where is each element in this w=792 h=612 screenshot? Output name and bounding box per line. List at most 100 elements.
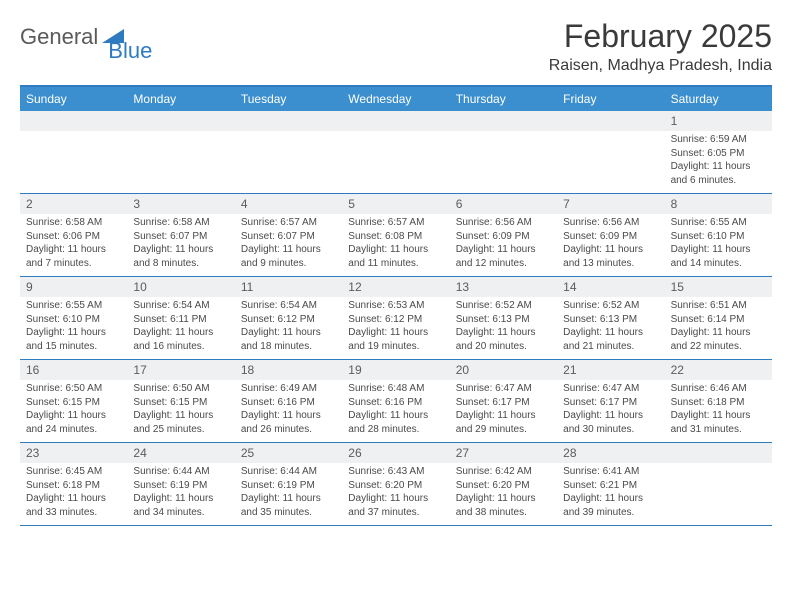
- daylight-text: Daylight: 11 hours and 26 minutes.: [241, 409, 336, 436]
- daylight-text: Daylight: 11 hours and 7 minutes.: [26, 243, 121, 270]
- daylight-text: Daylight: 11 hours and 24 minutes.: [26, 409, 121, 436]
- day-number: [127, 111, 234, 131]
- sunrise-text: Sunrise: 6:56 AM: [456, 216, 551, 230]
- day-cell: [557, 131, 664, 193]
- daynum-row: 1: [20, 111, 772, 131]
- day-cell: Sunrise: 6:57 AMSunset: 6:07 PMDaylight:…: [235, 214, 342, 276]
- daynum-row: 16171819202122: [20, 360, 772, 380]
- day-cell: [450, 131, 557, 193]
- day-cell: Sunrise: 6:47 AMSunset: 6:17 PMDaylight:…: [450, 380, 557, 442]
- sunset-text: Sunset: 6:18 PM: [671, 396, 766, 410]
- day-number: 19: [342, 360, 449, 380]
- day-number: 21: [557, 360, 664, 380]
- daylight-text: Daylight: 11 hours and 37 minutes.: [348, 492, 443, 519]
- sunrise-text: Sunrise: 6:49 AM: [241, 382, 336, 396]
- sunset-text: Sunset: 6:17 PM: [456, 396, 551, 410]
- sunrise-text: Sunrise: 6:46 AM: [671, 382, 766, 396]
- daynum-row: 9101112131415: [20, 277, 772, 297]
- day-cell: Sunrise: 6:47 AMSunset: 6:17 PMDaylight:…: [557, 380, 664, 442]
- dayname-fri: Friday: [557, 87, 664, 111]
- day-cell: Sunrise: 6:44 AMSunset: 6:19 PMDaylight:…: [235, 463, 342, 525]
- daylight-text: Daylight: 11 hours and 15 minutes.: [26, 326, 121, 353]
- day-number: [557, 111, 664, 131]
- day-number: 23: [20, 443, 127, 463]
- day-number: 7: [557, 194, 664, 214]
- day-number: 18: [235, 360, 342, 380]
- daynum-row: 2345678: [20, 194, 772, 214]
- sunset-text: Sunset: 6:08 PM: [348, 230, 443, 244]
- logo-text-blue: Blue: [108, 38, 152, 64]
- day-cell: Sunrise: 6:45 AMSunset: 6:18 PMDaylight:…: [20, 463, 127, 525]
- sunrise-text: Sunrise: 6:55 AM: [26, 299, 121, 313]
- daylight-text: Daylight: 11 hours and 30 minutes.: [563, 409, 658, 436]
- sunrise-text: Sunrise: 6:44 AM: [241, 465, 336, 479]
- title-block: February 2025 Raisen, Madhya Pradesh, In…: [549, 18, 772, 75]
- daylight-text: Daylight: 11 hours and 28 minutes.: [348, 409, 443, 436]
- day-number: 6: [450, 194, 557, 214]
- day-cell: Sunrise: 6:55 AMSunset: 6:10 PMDaylight:…: [20, 297, 127, 359]
- sunset-text: Sunset: 6:16 PM: [241, 396, 336, 410]
- daylight-text: Daylight: 11 hours and 29 minutes.: [456, 409, 551, 436]
- day-number: 1: [665, 111, 772, 131]
- day-cell: Sunrise: 6:54 AMSunset: 6:12 PMDaylight:…: [235, 297, 342, 359]
- daylight-text: Daylight: 11 hours and 16 minutes.: [133, 326, 228, 353]
- sunrise-text: Sunrise: 6:47 AM: [563, 382, 658, 396]
- sunrise-text: Sunrise: 6:53 AM: [348, 299, 443, 313]
- day-cell: [665, 463, 772, 525]
- daylight-text: Daylight: 11 hours and 34 minutes.: [133, 492, 228, 519]
- day-cell: [342, 131, 449, 193]
- week-row: Sunrise: 6:50 AMSunset: 6:15 PMDaylight:…: [20, 380, 772, 443]
- daylight-text: Daylight: 11 hours and 14 minutes.: [671, 243, 766, 270]
- dayname-thu: Thursday: [450, 87, 557, 111]
- sunrise-text: Sunrise: 6:41 AM: [563, 465, 658, 479]
- daylight-text: Daylight: 11 hours and 22 minutes.: [671, 326, 766, 353]
- calendar: Sunday Monday Tuesday Wednesday Thursday…: [20, 85, 772, 526]
- week-row: Sunrise: 6:45 AMSunset: 6:18 PMDaylight:…: [20, 463, 772, 526]
- day-cell: Sunrise: 6:57 AMSunset: 6:08 PMDaylight:…: [342, 214, 449, 276]
- day-number: 11: [235, 277, 342, 297]
- sunset-text: Sunset: 6:12 PM: [241, 313, 336, 327]
- sunset-text: Sunset: 6:15 PM: [26, 396, 121, 410]
- day-cell: Sunrise: 6:55 AMSunset: 6:10 PMDaylight:…: [665, 214, 772, 276]
- dayname-tue: Tuesday: [235, 87, 342, 111]
- day-cell: Sunrise: 6:59 AMSunset: 6:05 PMDaylight:…: [665, 131, 772, 193]
- day-cell: [127, 131, 234, 193]
- sunrise-text: Sunrise: 6:42 AM: [456, 465, 551, 479]
- sunset-text: Sunset: 6:07 PM: [241, 230, 336, 244]
- day-number: [342, 111, 449, 131]
- sunset-text: Sunset: 6:18 PM: [26, 479, 121, 493]
- day-cell: [235, 131, 342, 193]
- sunset-text: Sunset: 6:12 PM: [348, 313, 443, 327]
- day-cell: Sunrise: 6:58 AMSunset: 6:07 PMDaylight:…: [127, 214, 234, 276]
- day-cell: Sunrise: 6:43 AMSunset: 6:20 PMDaylight:…: [342, 463, 449, 525]
- header: General Blue February 2025 Raisen, Madhy…: [20, 18, 772, 75]
- day-number: 4: [235, 194, 342, 214]
- day-cell: Sunrise: 6:56 AMSunset: 6:09 PMDaylight:…: [557, 214, 664, 276]
- sunrise-text: Sunrise: 6:50 AM: [26, 382, 121, 396]
- day-cell: Sunrise: 6:52 AMSunset: 6:13 PMDaylight:…: [450, 297, 557, 359]
- day-cell: Sunrise: 6:53 AMSunset: 6:12 PMDaylight:…: [342, 297, 449, 359]
- dayname-sat: Saturday: [665, 87, 772, 111]
- day-number: 13: [450, 277, 557, 297]
- day-cell: Sunrise: 6:48 AMSunset: 6:16 PMDaylight:…: [342, 380, 449, 442]
- day-number: 5: [342, 194, 449, 214]
- weeks-container: 1Sunrise: 6:59 AMSunset: 6:05 PMDaylight…: [20, 111, 772, 526]
- daylight-text: Daylight: 11 hours and 38 minutes.: [456, 492, 551, 519]
- day-number: 12: [342, 277, 449, 297]
- day-header-row: Sunday Monday Tuesday Wednesday Thursday…: [20, 87, 772, 111]
- month-title: February 2025: [549, 18, 772, 55]
- daylight-text: Daylight: 11 hours and 35 minutes.: [241, 492, 336, 519]
- sunset-text: Sunset: 6:09 PM: [456, 230, 551, 244]
- week-row: Sunrise: 6:59 AMSunset: 6:05 PMDaylight:…: [20, 131, 772, 194]
- sunset-text: Sunset: 6:20 PM: [348, 479, 443, 493]
- sunset-text: Sunset: 6:16 PM: [348, 396, 443, 410]
- daylight-text: Daylight: 11 hours and 6 minutes.: [671, 160, 766, 187]
- day-number: 16: [20, 360, 127, 380]
- daylight-text: Daylight: 11 hours and 19 minutes.: [348, 326, 443, 353]
- sunset-text: Sunset: 6:11 PM: [133, 313, 228, 327]
- sunrise-text: Sunrise: 6:59 AM: [671, 133, 766, 147]
- daylight-text: Daylight: 11 hours and 39 minutes.: [563, 492, 658, 519]
- sunset-text: Sunset: 6:10 PM: [26, 313, 121, 327]
- daylight-text: Daylight: 11 hours and 33 minutes.: [26, 492, 121, 519]
- day-number: 17: [127, 360, 234, 380]
